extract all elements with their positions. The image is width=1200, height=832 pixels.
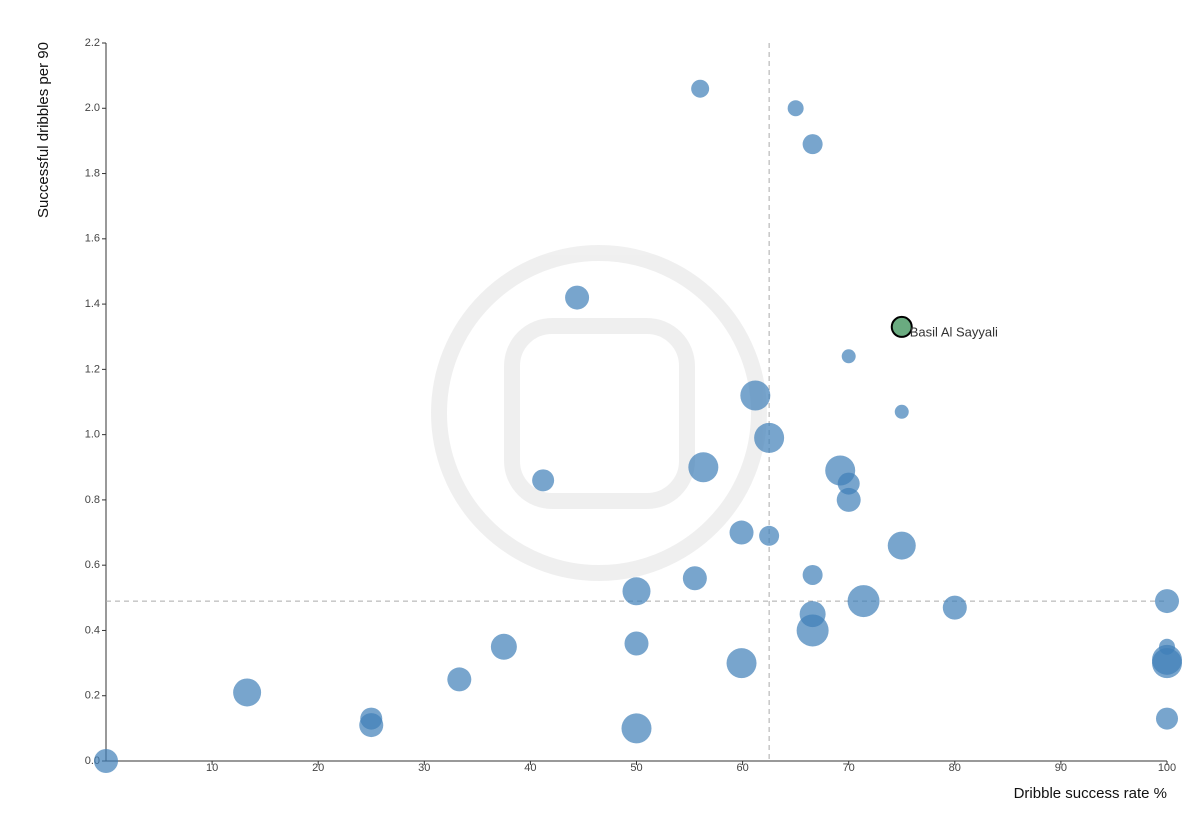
point: [1155, 589, 1179, 614]
y-axis-title: Successful dribbles per 90: [35, 42, 52, 218]
x-tick-label: 70: [843, 762, 855, 774]
point: [942, 595, 967, 620]
y-tick-label: 1.8: [85, 167, 100, 179]
x-tick-label: 60: [736, 762, 748, 774]
point: [490, 633, 517, 660]
y-tick-label: 0.2: [85, 690, 100, 702]
x-tick-label: 30: [418, 762, 430, 774]
x-tick-label: 40: [524, 762, 536, 774]
point: [691, 79, 710, 98]
y-tick-label: 0.8: [85, 494, 100, 506]
x-tick-label: 100: [1158, 762, 1176, 774]
x-tick-label: 90: [1055, 762, 1067, 774]
point: [894, 404, 909, 419]
point: [726, 648, 757, 679]
x-tick-label: 10: [206, 762, 218, 774]
point: [802, 134, 823, 155]
point: [532, 469, 555, 492]
x-tick-label: 80: [949, 762, 961, 774]
point: [802, 564, 823, 585]
y-tick-label: 1.4: [85, 298, 100, 310]
watermark: [431, 245, 767, 581]
y-tick-label: 0.6: [85, 559, 100, 571]
point: [887, 531, 916, 560]
point: [836, 487, 861, 512]
point: [688, 452, 719, 483]
point: [729, 520, 754, 545]
y-tick-label: 0.4: [85, 624, 100, 636]
point: [1156, 707, 1178, 730]
point: [754, 422, 785, 453]
point: [796, 614, 829, 647]
x-tick-label: 50: [630, 762, 642, 774]
point: [94, 749, 118, 773]
y-tick-label: 2.0: [85, 102, 100, 114]
point: [1152, 648, 1182, 679]
x-tick-label: 20: [312, 762, 324, 774]
point: [759, 525, 780, 546]
y-tick-label: 1.6: [85, 233, 100, 245]
y-tick-label: 2.2: [85, 37, 100, 49]
point: [622, 577, 651, 606]
point: [233, 678, 262, 707]
highlight-label: Basil Al Sayyali: [910, 324, 998, 339]
point: [787, 100, 804, 117]
point: [682, 566, 707, 591]
x-axis-title: Dribble success rate %: [1014, 785, 1167, 802]
point: [837, 472, 860, 495]
y-tick-label: 1.0: [85, 429, 100, 441]
point: [841, 349, 856, 364]
highlight-point: [890, 315, 913, 338]
point: [847, 585, 880, 618]
point: [447, 667, 472, 692]
point: [359, 713, 384, 738]
point: [621, 713, 652, 744]
point: [624, 631, 649, 656]
point: [565, 285, 590, 310]
point: [740, 380, 771, 411]
y-tick-label: 1.2: [85, 363, 100, 375]
